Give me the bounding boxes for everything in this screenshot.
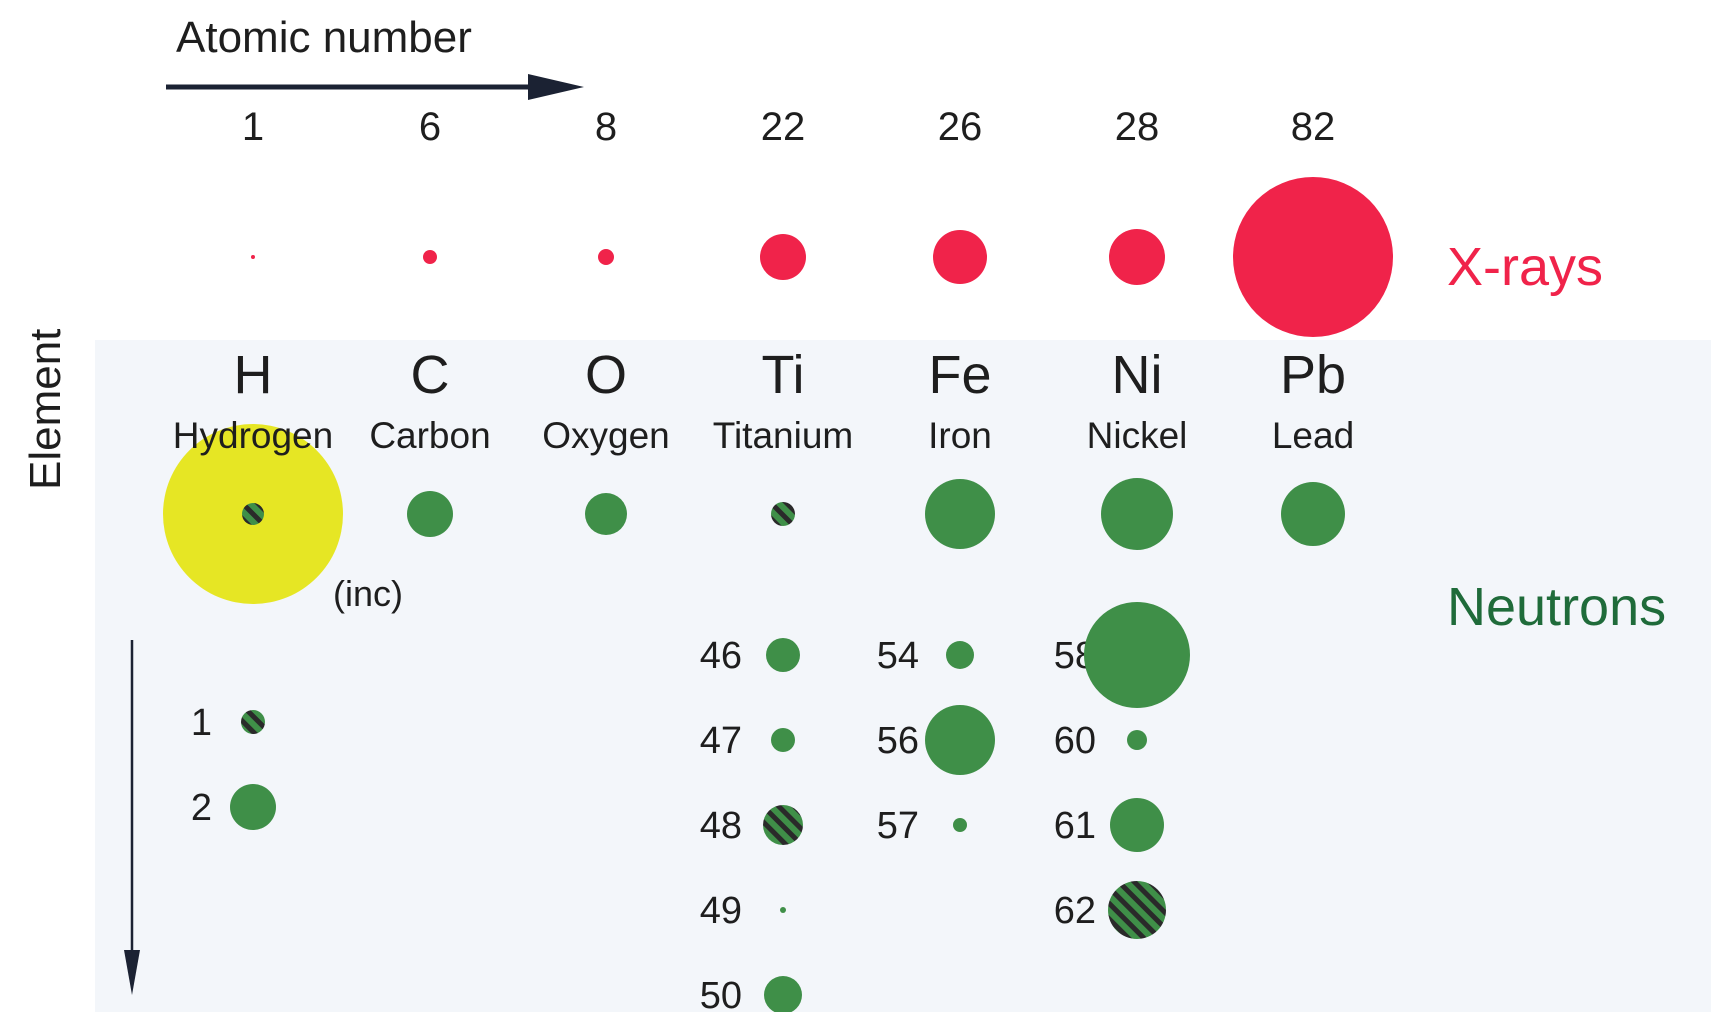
atomic-number: 26: [938, 105, 983, 149]
isotope-mass-number: 46: [700, 635, 742, 677]
neutrons-label: Neutrons: [1447, 577, 1666, 637]
element-column-ti: 22 Ti Titanium: [713, 105, 854, 526]
isotope-circle: [1084, 602, 1190, 708]
isotope-circle: [780, 907, 786, 913]
isotope-circle: [771, 728, 795, 752]
neutron-circle: [1101, 478, 1173, 550]
isotope-mass-number: 54: [877, 635, 919, 677]
xray-circle: [760, 234, 806, 280]
neutron-circle: [771, 502, 795, 526]
element-column-o: 8 O Oxygen: [542, 105, 670, 535]
isotope-mass-number: 1: [191, 702, 212, 744]
element-column-pb: 82 Pb Lead: [1233, 105, 1393, 546]
isotope-circle: [763, 805, 803, 845]
atomic-number: 82: [1291, 105, 1336, 149]
element-name: Lead: [1272, 415, 1354, 456]
isotope-circle: [1127, 730, 1147, 750]
isotope-circle: [946, 641, 974, 669]
element-name: Titanium: [713, 415, 854, 456]
isotope-mass-number: 62: [1054, 890, 1096, 932]
isotope-column-ti: 46 47 48 49 50: [700, 635, 803, 1012]
neutron-circle: [585, 493, 627, 535]
isotope-circle: [925, 705, 995, 775]
incoherent-label: (inc): [333, 573, 403, 614]
isotope-mass-number: 57: [877, 805, 919, 847]
neutron-circle: [242, 503, 264, 525]
element-symbol: C: [411, 345, 450, 405]
atomic-number: 1: [242, 105, 264, 149]
neutron-circle: [407, 491, 453, 537]
element-name: Nickel: [1087, 415, 1188, 456]
atomic-number: 6: [419, 105, 441, 149]
element-symbol: Fe: [928, 345, 991, 405]
isotope-circle: [1108, 881, 1166, 939]
element-axis-label: Element: [21, 329, 70, 490]
isotope-circle: [764, 976, 802, 1012]
isotope-circle: [953, 818, 967, 832]
element-name: Hydrogen: [173, 415, 333, 456]
xrays-label: X-rays: [1447, 237, 1603, 297]
element-column-h: (inc) 1 H Hydrogen: [163, 105, 403, 614]
xray-circle: [1233, 177, 1393, 337]
isotope-circle: [766, 638, 800, 672]
isotope-column-fe: 54 56 57: [877, 635, 995, 847]
element-column-c: 6 C Carbon: [369, 105, 491, 537]
element-symbol: H: [234, 345, 273, 405]
xray-circle: [933, 230, 987, 284]
xray-circle: [251, 255, 255, 259]
isotope-circle: [241, 710, 265, 734]
element-symbol: Ni: [1112, 345, 1163, 405]
neutron-circle: [1281, 482, 1345, 546]
isotope-mass-number: 56: [877, 720, 919, 762]
xray-circle: [1109, 229, 1165, 285]
isotope-mass-number: 49: [700, 890, 742, 932]
atomic-number-label: Atomic number: [176, 13, 472, 62]
isotope-mass-number: 60: [1054, 720, 1096, 762]
isotope-column-h: 12: [191, 702, 276, 830]
element-symbol: Ti: [762, 345, 805, 405]
isotope-mass-number: 2: [191, 787, 212, 829]
atomic-number: 8: [595, 105, 617, 149]
element-column-ni: 28 Ni Nickel: [1087, 105, 1188, 550]
isotope-circle: [1110, 798, 1164, 852]
xray-circle: [423, 250, 437, 264]
isotope-mass-number: 48: [700, 805, 742, 847]
element-symbol: O: [585, 345, 627, 405]
element-columns: (inc) 1 H Hydrogen 6 C Carbon 8 O Oxygen 22 Ti Titan…: [163, 105, 1393, 614]
atomic-number: 22: [761, 105, 806, 149]
isotope-mass-number: 50: [700, 975, 742, 1012]
isotope-mass-number: 47: [700, 720, 742, 762]
isotope-arrow-head: [124, 950, 140, 995]
isotope-mass-number: 61: [1054, 805, 1096, 847]
element-symbol: Pb: [1280, 345, 1346, 405]
element-name: Carbon: [369, 415, 490, 456]
neutron-circle: [925, 479, 995, 549]
atomic-number-arrow-head: [528, 74, 584, 100]
background-panel: [95, 340, 1711, 1012]
element-name: Oxygen: [542, 415, 670, 456]
xray-circle: [598, 249, 614, 265]
atomic-number: 28: [1115, 105, 1160, 149]
isotope-circle: [230, 784, 276, 830]
element-name: Iron: [928, 415, 992, 456]
element-column-fe: 26 Fe Iron: [925, 105, 995, 549]
